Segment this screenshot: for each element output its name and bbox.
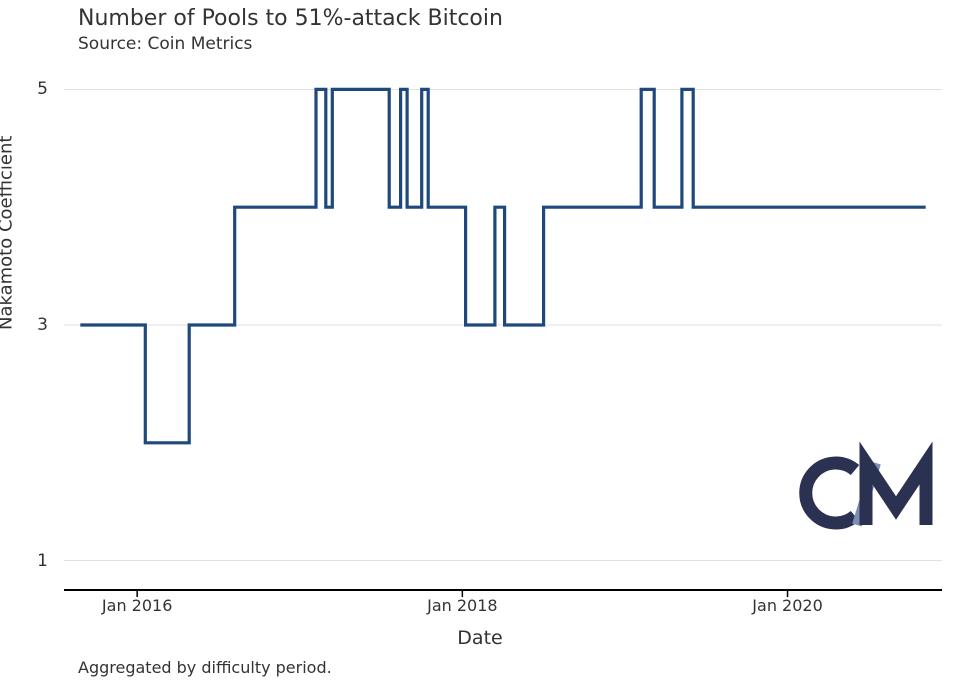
y-tick-label: 5	[37, 79, 48, 99]
x-tick-label: Jan 2018	[427, 596, 497, 615]
y-tick-label: 1	[37, 551, 48, 571]
y-tick-label: 3	[37, 315, 48, 335]
logo-cm-icon	[806, 463, 926, 525]
x-tick-label: Jan 2020	[752, 596, 822, 615]
x-tick-label: Jan 2016	[102, 596, 172, 615]
chart-svg	[0, 0, 960, 685]
chart-container: Number of Pools to 51%-attack Bitcoin So…	[0, 0, 960, 685]
